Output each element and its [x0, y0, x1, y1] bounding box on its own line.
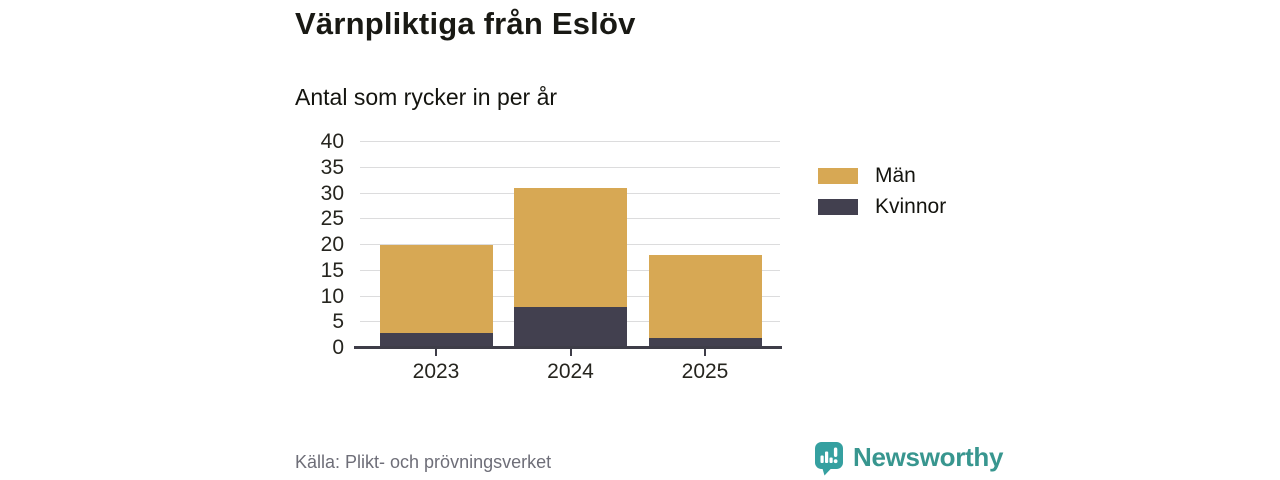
bar-segment-män-2025 [648, 255, 762, 338]
plot-area [360, 141, 780, 348]
x-tick [435, 348, 437, 356]
newsworthy-brand: Newsworthy [814, 441, 1003, 476]
legend-item-kvinnor: Kvinnor [818, 191, 946, 222]
brand-name: Newsworthy [853, 442, 1004, 472]
bar-segment-kvinnor-2024 [514, 306, 627, 348]
legend-item-män: Män [818, 160, 946, 191]
bar-segment-män-2024 [514, 188, 627, 307]
y-tick-label: 0 [332, 336, 344, 359]
y-tick-label: 40 [320, 130, 344, 153]
gridline [360, 166, 780, 168]
y-tick-label: 10 [320, 284, 344, 308]
y-axis-labels: 0 5 10 15 20 25 30 35 40 [293, 130, 352, 359]
gridline [360, 141, 780, 142]
x-tick [569, 348, 572, 356]
x-tick-label-2024: 2024 [547, 360, 594, 383]
bar-segment-kvinnor-2025 [648, 337, 762, 348]
source-attribution: Källa: Plikt- och prövningsverket [295, 452, 552, 472]
x-tick [704, 348, 706, 356]
y-tick-label: 20 [320, 233, 344, 256]
y-tick-label: 30 [320, 181, 344, 205]
legend-swatch-kvinnor [818, 198, 858, 215]
x-axis-line [354, 346, 782, 349]
legend-label-män: Män [875, 163, 916, 187]
x-tick-label-2025: 2025 [681, 360, 729, 383]
newsworthy-logo-icon [815, 442, 843, 476]
bar-2025 [648, 255, 762, 348]
chart-subtitle: Antal som rycker in per år [295, 84, 558, 110]
bar-2023 [379, 245, 493, 348]
chart-legend: Män Kvinnor [818, 160, 946, 222]
legend-label-kvinnor: Kvinnor [875, 194, 947, 218]
bar-segment-män-2023 [379, 245, 493, 333]
x-axis-labels: 2023 2024 2025 [360, 348, 780, 396]
y-tick-label: 15 [320, 258, 344, 282]
y-tick-label: 25 [320, 207, 344, 231]
y-tick-label: 35 [320, 155, 344, 179]
bar-2024 [514, 188, 627, 348]
bar-segment-kvinnor-2023 [379, 332, 493, 348]
y-tick-label: 5 [332, 310, 344, 334]
chart-title: Värnpliktiga från Eslöv [295, 6, 636, 41]
legend-swatch-män [818, 167, 858, 184]
x-tick-label-2023: 2023 [412, 360, 460, 383]
